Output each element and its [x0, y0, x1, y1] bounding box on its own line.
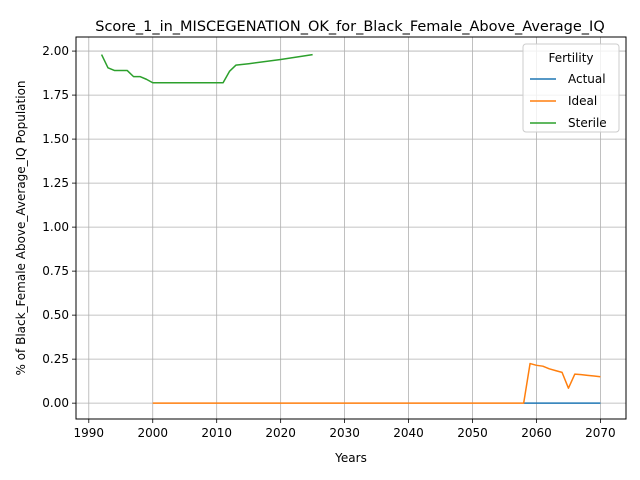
y-tick-label: 2.00 [42, 44, 69, 58]
x-tick-label: 2000 [137, 426, 168, 440]
legend-label-sterile: Sterile [568, 116, 607, 130]
y-tick-label: 0.00 [42, 396, 69, 410]
y-tick-label: 1.75 [42, 88, 69, 102]
legend-box [522, 43, 620, 133]
y-tick-label: 0.75 [42, 264, 69, 278]
x-axis: 1990 2000 2010 2020 2030 2040 2050 2060 2070 [74, 419, 616, 440]
legend: Fertility Actual Ideal Sterile [522, 43, 620, 133]
x-tick-label: 2040 [393, 426, 424, 440]
x-tick-label: 1990 [74, 426, 105, 440]
legend-label-actual: Actual [568, 72, 606, 86]
y-tick-label: 0.50 [42, 308, 69, 322]
y-tick-label: 1.00 [42, 220, 69, 234]
x-tick-label: 2070 [585, 426, 616, 440]
x-tick-label: 2060 [521, 426, 552, 440]
plot-frame [75, 36, 627, 420]
y-axis: 0.00 0.25 0.50 0.75 1.00 1.25 1.50 1.75 2.00 [42, 44, 76, 410]
y-axis-label: % of Black_Female Above_Average_IQ Popul… [14, 80, 28, 375]
y-tick-label: 0.25 [42, 352, 69, 366]
legend-title: Fertility [548, 51, 593, 65]
series-layer [100, 53, 601, 404]
y-tick-label: 1.25 [42, 176, 69, 190]
chart-title: Score_1_in_MISCEGENATION_OK_for_Black_Fe… [95, 19, 605, 35]
x-tick-label: 2010 [201, 426, 232, 440]
legend-label-ideal: Ideal [568, 94, 597, 108]
series-line-sterile [100, 53, 313, 84]
x-tick-label: 2050 [457, 426, 488, 440]
y-tick-label: 1.50 [42, 132, 69, 146]
x-axis-label: Years [334, 451, 367, 465]
x-tick-label: 2030 [329, 426, 360, 440]
x-tick-label: 2020 [265, 426, 296, 440]
series-line-ideal [152, 362, 601, 404]
